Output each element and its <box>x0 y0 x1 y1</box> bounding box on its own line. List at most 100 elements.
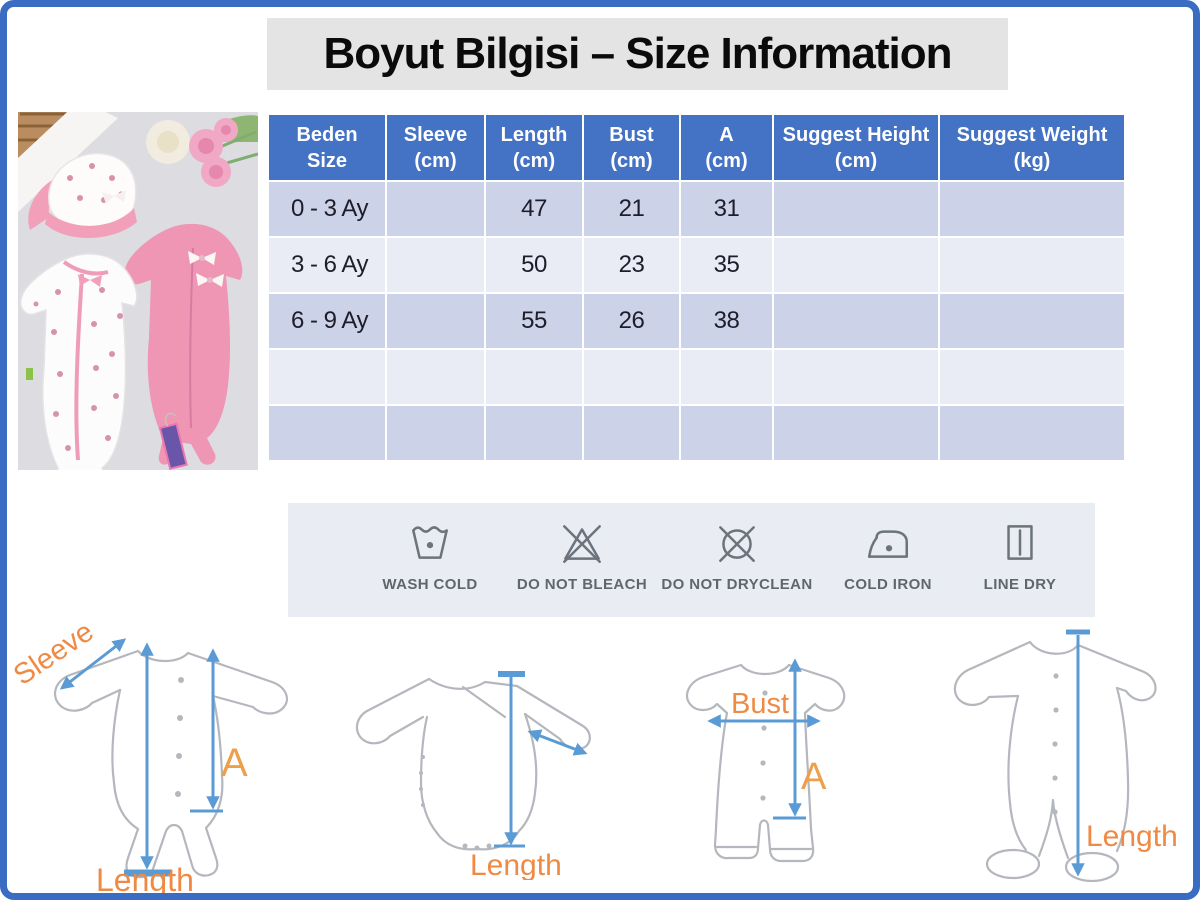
flowers <box>146 115 258 187</box>
header-line: A <box>719 123 734 146</box>
cell-bust: 21 <box>582 180 681 238</box>
cell-suggest-weight <box>938 180 1126 238</box>
table-row: 0 - 3 Ay 47 21 31 <box>267 180 1126 238</box>
cell-suggest-height <box>772 348 940 406</box>
line-dry-icon <box>1007 525 1033 560</box>
diagram-romper: Bust A <box>655 633 890 888</box>
bust-label: Bust <box>731 688 789 720</box>
cell-sleeve <box>385 404 486 462</box>
cell-a: 31 <box>679 180 774 238</box>
sleeve-arrow <box>527 729 588 756</box>
header-line: Length <box>500 123 568 146</box>
cell-size: 6 - 9 Ay <box>267 292 387 350</box>
page-title: Boyut Bilgisi – Size Information <box>267 18 1008 90</box>
bow <box>78 274 102 287</box>
a-label: A <box>801 756 827 798</box>
bow <box>188 251 224 287</box>
header-line: Beden <box>296 123 358 146</box>
cell-size: 0 - 3 Ay <box>267 180 387 238</box>
cell-sleeve <box>385 180 486 238</box>
size-table: Beden Size Sleeve (cm) Length (cm) Bust (cm)… <box>267 113 1126 462</box>
measurement-arrows <box>494 671 588 848</box>
sleeve-label: Sleeve <box>10 618 99 692</box>
floral-sleepsuit <box>20 253 138 470</box>
cell-sleeve <box>385 348 486 406</box>
care-item-line-dry: LINE DRY <box>935 517 1105 593</box>
care-label: DO NOT DRYCLEAN <box>661 576 813 593</box>
cell-suggest-weight <box>938 404 1126 462</box>
care-label: COLD IRON <box>844 576 932 593</box>
diagram-bodysuit: Length <box>333 645 618 880</box>
cell-length: 47 <box>484 180 584 238</box>
cell-a: 35 <box>679 236 774 294</box>
wash-cold-icon <box>412 526 448 559</box>
table-row <box>267 348 1126 406</box>
column-header-length: Length (cm) <box>484 113 584 182</box>
cell-size: 3 - 6 Ay <box>267 236 387 294</box>
cold-iron-icon <box>868 530 908 558</box>
column-header-a: A (cm) <box>679 113 774 182</box>
baby-hat <box>28 152 137 239</box>
header-line: (cm) <box>414 149 457 172</box>
cell-a <box>679 348 774 406</box>
cell-suggest-height <box>772 236 940 294</box>
header-line: (cm) <box>610 149 653 172</box>
header-line: Size <box>306 149 348 172</box>
header-line: (cm) <box>834 149 878 172</box>
cell-suggest-height <box>772 404 940 462</box>
cell-suggest-weight <box>938 348 1126 406</box>
cell-length: 55 <box>484 292 584 350</box>
column-header-bust: Bust (cm) <box>582 113 681 182</box>
column-header-suggest-weight: Suggest Weight (kg) <box>938 113 1126 182</box>
cell-bust <box>582 404 681 462</box>
cell-sleeve <box>385 292 486 350</box>
diagram-sleepsuit-footed: Length <box>920 618 1190 888</box>
care-label: LINE DRY <box>983 576 1057 593</box>
hat-bow <box>102 190 126 204</box>
bodysuit-outline <box>355 677 591 851</box>
header-line: Bust <box>609 123 654 146</box>
care-item-cold-iron: COLD IRON <box>803 517 973 593</box>
care-item-do-not-dryclean: DO NOT DRYCLEAN <box>652 517 822 593</box>
do-not-dryclean-icon <box>719 526 755 562</box>
cell-suggest-height <box>772 292 940 350</box>
cell-suggest-height <box>772 180 940 238</box>
measurement-arrows <box>1066 629 1090 877</box>
cell-bust: 26 <box>582 292 681 350</box>
cell-suggest-weight <box>938 292 1126 350</box>
care-instructions-panel: WASH COLD DO NOT BLEACH DO NOT DRYCLEAN … <box>288 503 1095 617</box>
care-item-do-not-bleach: DO NOT BLEACH <box>497 517 667 593</box>
cell-bust: 23 <box>582 236 681 294</box>
cell-length <box>484 404 584 462</box>
hang-tag <box>158 412 188 470</box>
table-row: 3 - 6 Ay 50 23 35 <box>267 236 1126 294</box>
header-line: Suggest Height <box>782 123 930 146</box>
cell-size <box>267 404 387 462</box>
table-row: 6 - 9 Ay 55 26 38 <box>267 292 1126 350</box>
diagram-sleepsuit-front: Sleeve A Length <box>10 618 325 893</box>
measurement-arrows <box>59 638 223 877</box>
product-photo <box>18 112 258 470</box>
cell-suggest-weight <box>938 236 1126 294</box>
header-line: Sleeve <box>403 123 468 146</box>
length-label: Length <box>96 862 194 893</box>
cell-length <box>484 348 584 406</box>
size-table-header-row: Beden Size Sleeve (cm) Length (cm) Bust (cm)… <box>267 113 1126 182</box>
header-line: (cm) <box>512 149 556 172</box>
do-not-bleach-icon <box>563 525 601 564</box>
a-label: A <box>221 741 248 785</box>
cell-bust <box>582 348 681 406</box>
sleepsuit-outline <box>53 649 289 879</box>
sleepsuit-outline <box>953 640 1157 883</box>
length-label: Length <box>1086 820 1178 853</box>
header-line: Suggest Weight <box>956 123 1108 146</box>
cell-a <box>679 404 774 462</box>
measurement-arrows <box>707 658 821 820</box>
column-header-suggest-height: Suggest Height (cm) <box>772 113 940 182</box>
cell-sleeve <box>385 236 486 294</box>
header-line: (cm) <box>705 149 748 172</box>
table-row <box>267 404 1126 462</box>
cell-size <box>267 348 387 406</box>
column-header-sleeve: Sleeve (cm) <box>385 113 486 182</box>
care-label: WASH COLD <box>382 576 478 593</box>
